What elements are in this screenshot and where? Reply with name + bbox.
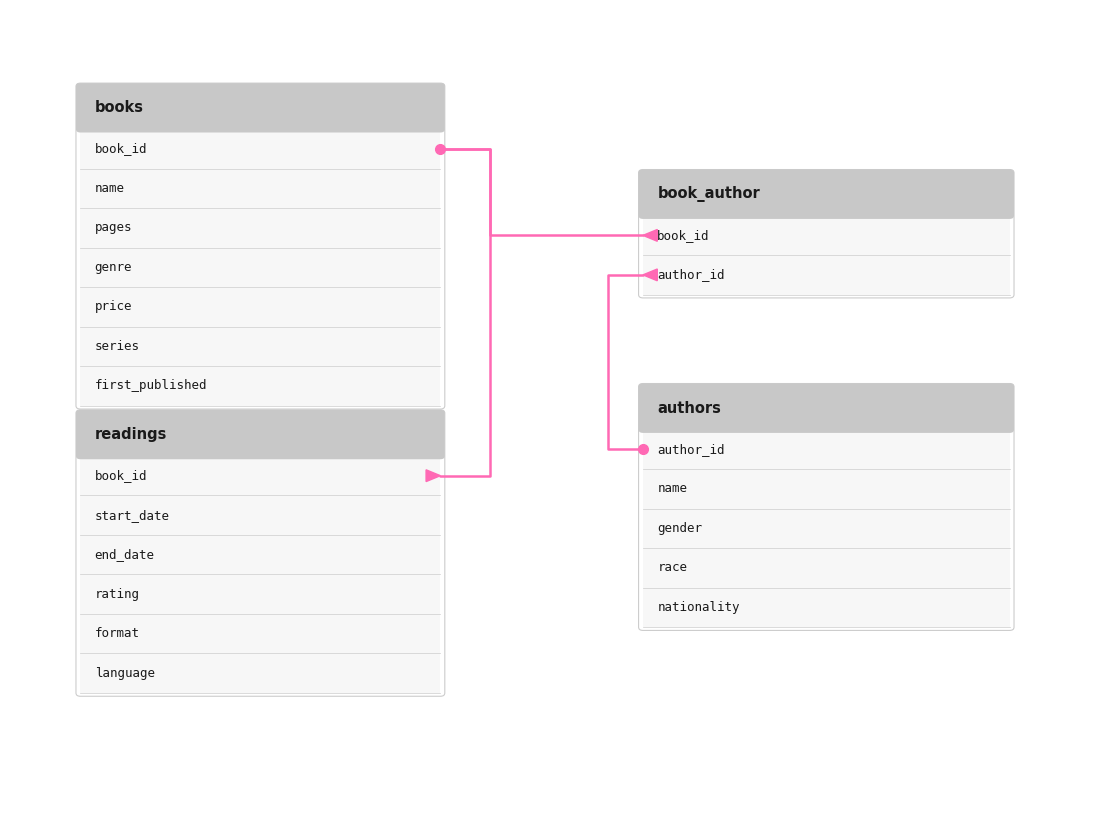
Polygon shape [426, 470, 440, 481]
Text: end_date: end_date [95, 548, 154, 561]
Text: author_id: author_id [657, 268, 724, 281]
Bar [80, 495, 440, 535]
Bar [80, 456, 440, 495]
Polygon shape [643, 230, 657, 241]
Bar [80, 327, 440, 366]
Text: authors: authors [657, 401, 721, 416]
Text: rating: rating [95, 588, 140, 601]
Bar [80, 208, 440, 248]
Bar [80, 248, 440, 287]
Bar [80, 169, 440, 208]
Text: readings: readings [95, 427, 167, 442]
Polygon shape [643, 269, 657, 281]
Text: book_id: book_id [95, 142, 148, 156]
Text: book_author: book_author [657, 186, 760, 202]
Bar [80, 129, 440, 169]
Text: books: books [95, 100, 144, 115]
Text: genre: genre [95, 261, 132, 274]
Bar [643, 194, 1010, 216]
FancyBboxPatch shape [639, 384, 1014, 630]
FancyBboxPatch shape [76, 410, 445, 696]
Text: format: format [95, 627, 140, 640]
FancyBboxPatch shape [639, 170, 1014, 298]
Bar [643, 548, 1010, 588]
Bar [643, 408, 1010, 430]
Bar [643, 509, 1010, 548]
Text: language: language [95, 667, 154, 680]
FancyBboxPatch shape [639, 384, 1014, 433]
Bar [80, 366, 440, 406]
Bar [80, 574, 440, 614]
Bar [80, 535, 440, 574]
Bar [80, 614, 440, 653]
Text: name: name [657, 482, 687, 495]
Text: start_date: start_date [95, 509, 170, 522]
Text: author_id: author_id [657, 443, 724, 456]
Text: first_published: first_published [95, 379, 207, 393]
Text: price: price [95, 300, 132, 314]
Text: gender: gender [657, 522, 702, 535]
Bar [80, 435, 440, 456]
FancyBboxPatch shape [639, 170, 1014, 219]
Bar [643, 469, 1010, 509]
Bar [643, 255, 1010, 295]
Bar [643, 216, 1010, 255]
Bar [643, 430, 1010, 469]
Text: book_id: book_id [657, 229, 710, 242]
Bar [80, 108, 440, 129]
FancyBboxPatch shape [76, 83, 445, 133]
Text: book_id: book_id [95, 469, 148, 482]
Text: name: name [95, 182, 124, 195]
FancyBboxPatch shape [76, 83, 445, 409]
Text: nationality: nationality [657, 601, 740, 614]
Text: pages: pages [95, 221, 132, 235]
FancyBboxPatch shape [76, 410, 445, 459]
Bar [80, 287, 440, 327]
Text: series: series [95, 340, 140, 353]
Bar [80, 653, 440, 693]
Bar [643, 588, 1010, 627]
Text: race: race [657, 561, 687, 574]
